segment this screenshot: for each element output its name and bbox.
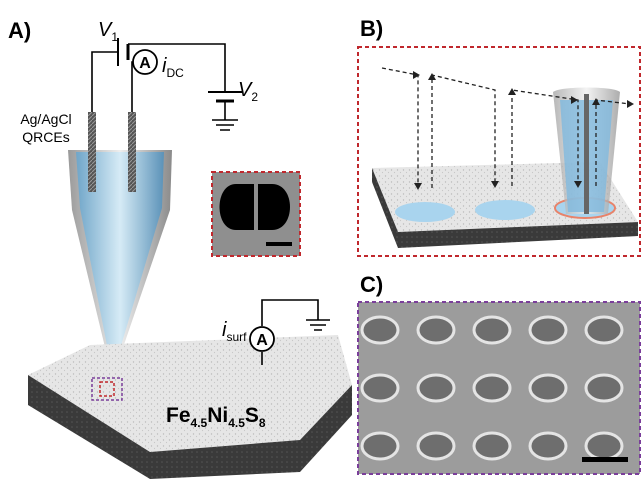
current-label: isurf	[222, 319, 247, 344]
ammeter-label: A	[139, 55, 151, 72]
current-label: iDC	[162, 55, 184, 80]
subscript: 2	[251, 90, 258, 104]
sem-pit	[418, 433, 454, 459]
subscript: DC	[166, 66, 184, 80]
sem-feature	[220, 184, 255, 230]
electrode	[128, 112, 136, 192]
material-formula: Fe4.5Ni4.5S8	[166, 404, 266, 430]
droplet-spot	[395, 202, 455, 222]
voltage-label: V1	[98, 19, 118, 44]
subscript: 4.5	[228, 416, 245, 430]
subscript: surf	[226, 330, 247, 344]
sem-feature	[258, 184, 290, 230]
element: S	[245, 404, 259, 427]
sem-pit	[362, 375, 398, 401]
sem-pit	[474, 433, 510, 459]
sem-pit	[418, 317, 454, 343]
sem-pit	[474, 375, 510, 401]
scale-bar	[266, 242, 292, 246]
sem-pit	[418, 375, 454, 401]
droplet-spot	[475, 200, 535, 220]
electrode-label: Ag/AgCl QRCEs	[20, 111, 71, 145]
electrode	[584, 94, 589, 214]
subscript: 1	[111, 30, 118, 44]
ammeter-label: A	[256, 332, 268, 349]
electrode	[88, 112, 96, 192]
panel-label: C)	[360, 272, 383, 297]
subscript: 4.5	[191, 416, 208, 430]
sem-pit	[474, 317, 510, 343]
scale-bar	[582, 457, 628, 462]
line: Ag/AgCl	[20, 111, 71, 127]
panel-label: A)	[8, 18, 31, 43]
line: QRCEs	[22, 129, 69, 145]
panel-label: B)	[360, 16, 383, 41]
subscript: 8	[259, 416, 266, 430]
voltage-label: V2	[238, 79, 258, 104]
sem-pit	[362, 433, 398, 459]
sem-pit	[530, 317, 566, 343]
sem-pit	[362, 317, 398, 343]
sem-pit	[530, 375, 566, 401]
element: Fe	[166, 404, 191, 427]
wire	[92, 44, 225, 112]
sem-pit	[586, 317, 622, 343]
ground	[212, 101, 238, 130]
figure: A) A V1 V2 iDC Ag/AgClQRCEs Fe4.5Ni4.5S8…	[0, 0, 643, 479]
element: Ni	[207, 404, 228, 427]
sem-pit	[586, 433, 622, 459]
sem-pit	[530, 433, 566, 459]
sem-pit	[586, 375, 622, 401]
